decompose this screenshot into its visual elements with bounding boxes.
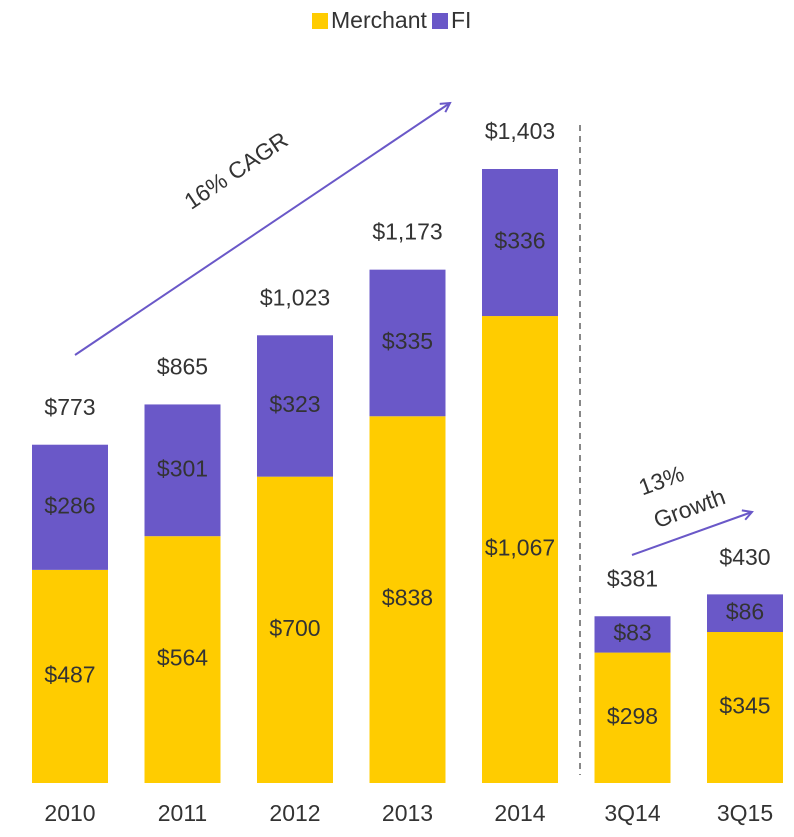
- cagr-arrow: [74, 103, 450, 356]
- total-label: $381: [607, 565, 658, 591]
- value-label: $838: [382, 585, 433, 611]
- legend-label: Merchant: [331, 7, 427, 33]
- bar-segment: [32, 569, 108, 783]
- value-label: $86: [726, 598, 764, 624]
- x-tick-label: 2014: [494, 800, 545, 826]
- bar-segment: [369, 269, 446, 417]
- value-label: $345: [719, 693, 770, 719]
- bar-segment: [482, 316, 558, 783]
- bar-segment: [707, 632, 783, 783]
- growth-arrow: [631, 512, 752, 556]
- legend-swatch: [432, 13, 448, 29]
- x-tick-label: 3Q15: [717, 800, 773, 826]
- bar-segment: [257, 335, 333, 477]
- value-label: $700: [269, 615, 320, 641]
- x-tick-label: 2011: [158, 800, 207, 826]
- value-label: $564: [157, 645, 208, 671]
- bar-segment: [369, 416, 446, 783]
- total-label: $1,173: [372, 219, 442, 245]
- value-label: $286: [44, 492, 95, 518]
- total-label: $1,023: [260, 284, 330, 310]
- legend-label: FI: [451, 7, 471, 33]
- bar-segment: [482, 169, 558, 317]
- value-label: $83: [613, 620, 651, 646]
- value-label: $1,067: [485, 535, 555, 561]
- bar-segment: [32, 444, 108, 570]
- value-label: $487: [44, 662, 95, 688]
- x-tick-label: 2012: [269, 800, 320, 826]
- bar-segment: [144, 536, 221, 783]
- total-label: $1,403: [485, 118, 555, 144]
- annotation: 16% CAGR: [179, 126, 292, 214]
- bar-segment: [594, 652, 671, 783]
- value-label: $335: [382, 328, 433, 354]
- total-label: $865: [157, 354, 208, 380]
- bar-segment: [594, 616, 671, 653]
- value-label: $298: [607, 703, 658, 729]
- legend-swatch: [312, 13, 328, 29]
- annotation: 13%: [635, 460, 687, 500]
- value-label: $301: [157, 455, 208, 481]
- x-tick-label: 2013: [382, 800, 433, 826]
- x-tick-label: 2010: [44, 800, 95, 826]
- bar-segment: [257, 476, 333, 783]
- value-label: $323: [269, 391, 320, 417]
- x-tick-label: 3Q14: [604, 800, 660, 826]
- bar-segment: [707, 594, 783, 633]
- value-label: $336: [494, 228, 545, 254]
- total-label: $773: [44, 394, 95, 420]
- total-label: $430: [719, 544, 770, 570]
- bar-segment: [144, 404, 221, 537]
